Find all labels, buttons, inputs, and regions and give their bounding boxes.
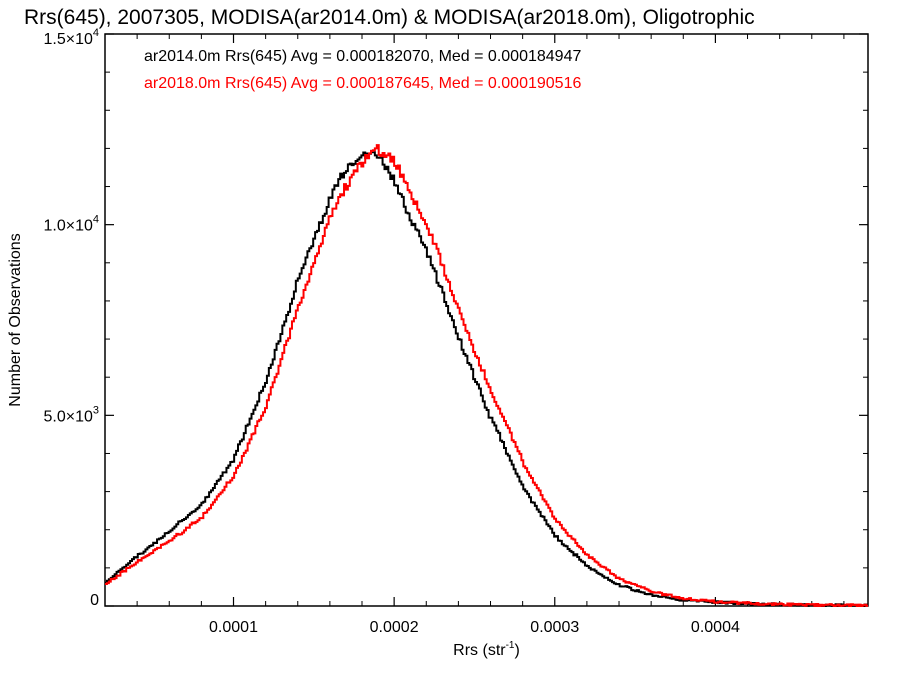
y-tick-label: 0 [90, 592, 99, 609]
y-tick-label-mantissa: 1.5×10 [43, 31, 92, 48]
legend: ar2014.0m Rrs(645) Avg = 0.000182070, Me… [144, 48, 581, 92]
chart-title: Rrs(645), 2007305, MODISA(ar2014.0m) & M… [24, 6, 755, 29]
legend-entry-1: ar2014.0m Rrs(645) Avg = 0.000182070, Me… [144, 48, 581, 65]
x-tick-label: 0.0001 [209, 619, 258, 636]
series-line-2 [105, 144, 868, 607]
y-tick-label-mantissa: 1.0×10 [43, 218, 92, 235]
x-tick-label: 0.0002 [370, 619, 419, 636]
x-axis-label: Rrs (str-1) [453, 640, 520, 659]
y-tick-label-exponent: 4 [93, 214, 99, 226]
plot-frame [104, 33, 869, 607]
y-axis-label: Number of Observations [7, 233, 24, 406]
y-tick-label-exponent: 4 [93, 27, 99, 39]
y-tick-label: 1.0×104 [43, 214, 99, 235]
y-tick-label-mantissa: 0 [90, 592, 99, 609]
legend-entry-2: ar2018.0m Rrs(645) Avg = 0.000187645, Me… [144, 75, 581, 92]
x-axis-label-close: ) [515, 642, 520, 659]
y-tick-label: 5.0×103 [43, 404, 99, 425]
x-tick-label: 0.0003 [530, 619, 579, 636]
x-tick-label: 0.0004 [691, 619, 740, 636]
y-tick-label-exponent: 3 [93, 404, 99, 416]
series-group [105, 144, 868, 607]
y-tick-label-mantissa: 5.0×10 [43, 408, 92, 425]
x-axis-label-sup: -1 [506, 640, 515, 651]
x-axis-label-main: Rrs (str [453, 642, 506, 659]
x-axis: 0.0001 0.0002 0.0003 0.0004 [136, 34, 845, 636]
y-tick-label: 1.5×104 [43, 27, 99, 48]
